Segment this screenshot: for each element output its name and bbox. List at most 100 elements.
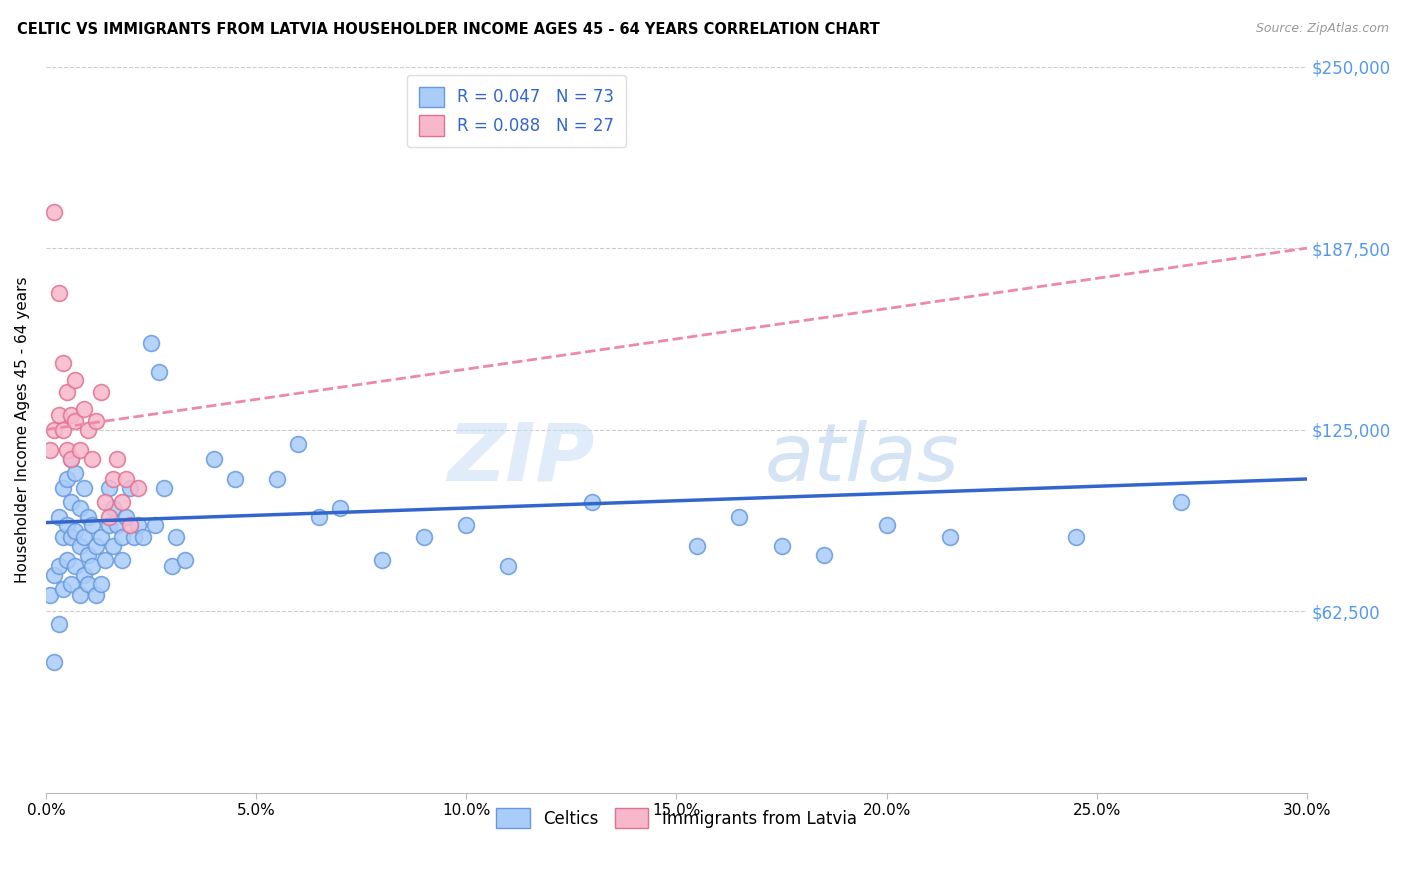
Point	[65, 524, 87, 539]
Text: atlas: atlas	[765, 419, 959, 498]
Point	[148, 365, 170, 379]
Point	[69, 539, 91, 553]
Point	[498, 559, 520, 574]
Point	[173, 553, 195, 567]
Point	[69, 501, 91, 516]
Point	[139, 335, 162, 350]
Point	[938, 530, 960, 544]
Point	[160, 559, 183, 574]
Point	[127, 518, 149, 533]
Point	[52, 582, 75, 597]
Point	[456, 518, 478, 533]
Point	[94, 495, 117, 509]
Point	[98, 481, 121, 495]
Point	[48, 559, 70, 574]
Point	[202, 451, 225, 466]
Point	[131, 530, 153, 544]
Point	[287, 437, 309, 451]
Point	[56, 553, 79, 567]
Y-axis label: Householder Income Ages 45 - 64 years: Householder Income Ages 45 - 64 years	[15, 277, 30, 582]
Point	[118, 481, 141, 495]
Point	[52, 530, 75, 544]
Point	[82, 451, 104, 466]
Point	[107, 518, 129, 533]
Point	[60, 495, 83, 509]
Point	[44, 655, 66, 669]
Point	[39, 588, 62, 602]
Point	[48, 617, 70, 632]
Point	[77, 509, 100, 524]
Point	[60, 576, 83, 591]
Legend: Celtics, Immigrants from Latvia: Celtics, Immigrants from Latvia	[489, 802, 863, 835]
Point	[73, 567, 96, 582]
Point	[77, 576, 100, 591]
Point	[107, 451, 129, 466]
Point	[371, 553, 394, 567]
Point	[65, 414, 87, 428]
Point	[65, 373, 87, 387]
Point	[73, 530, 96, 544]
Point	[44, 423, 66, 437]
Point	[39, 442, 62, 457]
Point	[118, 518, 141, 533]
Point	[686, 539, 709, 553]
Point	[111, 553, 134, 567]
Point	[52, 423, 75, 437]
Point	[65, 559, 87, 574]
Point	[770, 539, 793, 553]
Point	[1064, 530, 1087, 544]
Point	[48, 509, 70, 524]
Point	[82, 559, 104, 574]
Point	[224, 472, 246, 486]
Point	[86, 414, 108, 428]
Point	[60, 530, 83, 544]
Point	[65, 466, 87, 480]
Point	[82, 518, 104, 533]
Point	[98, 518, 121, 533]
Point	[56, 472, 79, 486]
Point	[60, 451, 83, 466]
Point	[1170, 495, 1192, 509]
Point	[60, 408, 83, 422]
Point	[73, 402, 96, 417]
Point	[94, 553, 117, 567]
Point	[581, 495, 603, 509]
Point	[165, 530, 187, 544]
Point	[127, 481, 149, 495]
Point	[56, 384, 79, 399]
Point	[103, 539, 125, 553]
Point	[60, 451, 83, 466]
Point	[876, 518, 898, 533]
Point	[86, 539, 108, 553]
Point	[52, 481, 75, 495]
Point	[111, 495, 134, 509]
Point	[103, 472, 125, 486]
Point	[52, 356, 75, 370]
Point	[90, 530, 112, 544]
Point	[728, 509, 751, 524]
Point	[114, 509, 136, 524]
Point	[56, 442, 79, 457]
Point	[329, 501, 352, 516]
Point	[413, 530, 436, 544]
Point	[48, 286, 70, 301]
Point	[103, 501, 125, 516]
Point	[308, 509, 330, 524]
Point	[111, 530, 134, 544]
Text: Source: ZipAtlas.com: Source: ZipAtlas.com	[1256, 22, 1389, 36]
Point	[813, 548, 835, 562]
Point	[86, 588, 108, 602]
Point	[114, 472, 136, 486]
Point	[56, 518, 79, 533]
Point	[77, 423, 100, 437]
Point	[143, 518, 166, 533]
Text: ZIP: ZIP	[447, 419, 595, 498]
Point	[44, 567, 66, 582]
Point	[90, 576, 112, 591]
Point	[69, 442, 91, 457]
Point	[69, 588, 91, 602]
Point	[90, 384, 112, 399]
Point	[266, 472, 288, 486]
Point	[77, 548, 100, 562]
Text: CELTIC VS IMMIGRANTS FROM LATVIA HOUSEHOLDER INCOME AGES 45 - 64 YEARS CORRELATI: CELTIC VS IMMIGRANTS FROM LATVIA HOUSEHO…	[17, 22, 880, 37]
